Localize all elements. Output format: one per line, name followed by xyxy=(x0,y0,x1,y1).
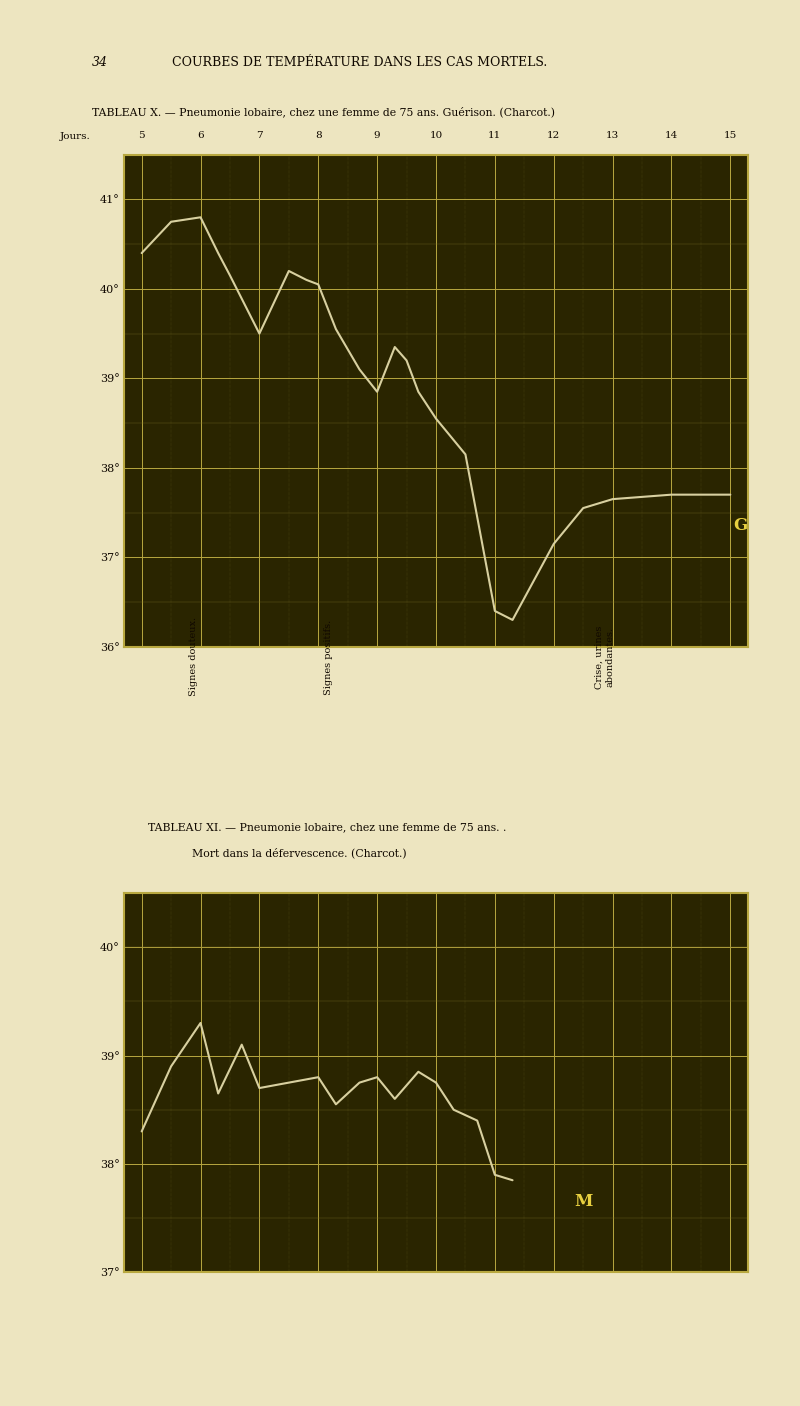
Text: Jours.: Jours. xyxy=(60,132,90,141)
Text: M: M xyxy=(574,1194,592,1211)
Text: 13: 13 xyxy=(606,131,619,139)
Text: 5: 5 xyxy=(138,131,145,139)
Text: 11: 11 xyxy=(488,131,502,139)
Text: Signes positifs.: Signes positifs. xyxy=(324,619,333,695)
Text: 10: 10 xyxy=(430,131,442,139)
Text: 12: 12 xyxy=(547,131,560,139)
Text: 8: 8 xyxy=(315,131,322,139)
Text: Mort dans la défervescence. (Charcot.): Mort dans la défervescence. (Charcot.) xyxy=(192,848,406,859)
Text: 6: 6 xyxy=(198,131,204,139)
Text: COURBES DE TEMPÉRATURE DANS LES CAS MORTELS.: COURBES DE TEMPÉRATURE DANS LES CAS MORT… xyxy=(172,56,547,69)
Text: G: G xyxy=(734,517,747,534)
Text: Signes douteux.: Signes douteux. xyxy=(189,617,198,696)
Text: TABLEAU XI. — Pneumonie lobaire, chez une femme de 75 ans. .: TABLEAU XI. — Pneumonie lobaire, chez un… xyxy=(148,823,506,832)
Text: TABLEAU X. — Pneumonie lobaire, chez une femme de 75 ans. Guérison. (Charcot.): TABLEAU X. — Pneumonie lobaire, chez une… xyxy=(92,107,555,118)
Text: 9: 9 xyxy=(374,131,381,139)
Text: 14: 14 xyxy=(665,131,678,139)
Text: 7: 7 xyxy=(256,131,262,139)
Text: 15: 15 xyxy=(724,131,737,139)
Text: Crise, urines
abondantes.: Crise, urines abondantes. xyxy=(595,626,614,689)
Text: 34: 34 xyxy=(92,56,108,69)
